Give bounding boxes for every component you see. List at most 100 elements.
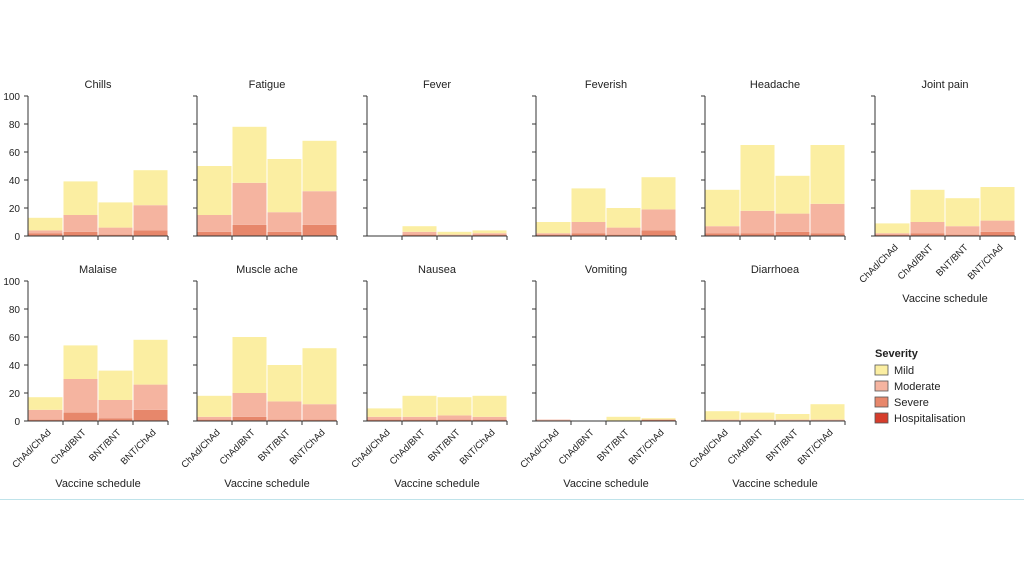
bar-muscle-ache-chad-chad-moderate: [197, 416, 232, 420]
bar-headache-chad-bnt-mild: [740, 145, 775, 211]
bar-nausea-bnt-chad-moderate: [472, 416, 507, 420]
x-axis-label-muscle-ache: Vaccine schedule: [224, 478, 309, 490]
panel-title-chills: Chills: [85, 79, 112, 91]
bar-fatigue-bnt-chad-severe: [302, 224, 337, 236]
bar-nausea-chad-bnt-severe: [402, 419, 437, 421]
bar-diarrhoea-bnt-bnt-mild: [775, 414, 810, 420]
x-tick-label-joint-pain-chad-bnt: ChAd/BNT: [896, 242, 936, 282]
legend-title: Severity: [875, 348, 919, 360]
bar-muscle-ache-chad-chad-severe: [197, 419, 232, 421]
y-tick-label-chills-40: 40: [9, 176, 21, 187]
legend-label-hospitalisation: Hospitalisation: [894, 413, 966, 425]
bar-fatigue-chad-chad-severe: [197, 231, 232, 236]
bar-feverish-bnt-bnt-mild: [606, 208, 641, 228]
bar-diarrhoea-bnt-bnt-moderate: [775, 419, 810, 421]
x-tick-label-malaise-chad-chad: ChAd/ChAd: [10, 427, 53, 470]
bar-muscle-ache-bnt-bnt-moderate: [267, 401, 302, 420]
bar-headache-chad-chad-severe: [705, 233, 740, 236]
bar-joint-pain-bnt-chad-mild: [980, 187, 1015, 221]
y-tick-label-chills-100: 100: [3, 92, 20, 103]
y-tick-label-malaise-0: 0: [14, 417, 20, 428]
panel-title-vomiting: Vomiting: [585, 264, 627, 276]
x-tick-label-diarrhoea-chad-chad: ChAd/ChAd: [687, 427, 730, 470]
bar-vomiting-chad-chad-moderate: [536, 419, 571, 421]
bar-joint-pain-chad-bnt-moderate: [910, 222, 945, 234]
x-tick-label-nausea-chad-bnt: ChAd/BNT: [388, 427, 428, 467]
bar-muscle-ache-chad-bnt-moderate: [232, 393, 267, 417]
panel-title-headache: Headache: [750, 79, 800, 91]
bar-chills-bnt-chad-moderate: [133, 205, 168, 231]
bar-fever-bnt-bnt-mild: [437, 231, 472, 235]
bar-fever-chad-bnt-moderate: [402, 231, 437, 235]
bar-feverish-bnt-chad-severe: [641, 230, 676, 236]
legend-label-moderate: Moderate: [894, 381, 940, 393]
x-axis-label-nausea: Vaccine schedule: [394, 478, 479, 490]
x-tick-label-nausea-bnt-chad: BNT/ChAd: [458, 427, 498, 467]
bar-feverish-chad-chad-mild: [536, 222, 571, 234]
bar-feverish-bnt-chad-moderate: [641, 209, 676, 231]
bar-headache-chad-bnt-severe: [740, 233, 775, 236]
bar-feverish-chad-bnt-mild: [571, 188, 606, 222]
bar-joint-pain-bnt-chad-severe: [980, 231, 1015, 236]
bar-chills-chad-bnt-severe: [63, 231, 98, 236]
bar-feverish-chad-chad-severe: [536, 234, 571, 236]
legend-label-mild: Mild: [894, 365, 914, 377]
x-tick-label-diarrhoea-bnt-chad: BNT/ChAd: [796, 427, 836, 467]
bottom-divider: [0, 499, 1024, 500]
bar-nausea-chad-chad-severe: [367, 419, 402, 421]
bar-malaise-chad-chad-severe: [28, 419, 63, 421]
bar-chills-bnt-chad-severe: [133, 230, 168, 236]
bar-headache-chad-bnt-moderate: [740, 210, 775, 234]
legend-swatch-severe: [874, 396, 889, 408]
bar-muscle-ache-bnt-bnt-severe: [267, 419, 302, 421]
bar-chills-chad-bnt-moderate: [63, 215, 98, 232]
x-tick-label-vomiting-bnt-chad: BNT/ChAd: [627, 427, 667, 467]
panel-title-diarrhoea: Diarrhoea: [751, 264, 800, 276]
x-axis-label-joint-pain: Vaccine schedule: [902, 293, 987, 305]
bar-fatigue-bnt-bnt-mild: [267, 159, 302, 213]
bar-muscle-ache-bnt-chad-mild: [302, 348, 337, 405]
x-tick-label-muscle-ache-chad-chad: ChAd/ChAd: [179, 427, 222, 470]
bar-chills-bnt-chad-mild: [133, 170, 168, 206]
bar-joint-pain-bnt-bnt-severe: [945, 234, 980, 236]
bar-diarrhoea-chad-chad-moderate: [705, 419, 740, 421]
bar-nausea-bnt-bnt-mild: [437, 397, 472, 416]
x-tick-label-muscle-ache-chad-bnt: ChAd/BNT: [218, 427, 258, 467]
panel-title-malaise: Malaise: [79, 264, 117, 276]
bar-headache-bnt-bnt-severe: [775, 231, 810, 236]
x-tick-label-joint-pain-bnt-bnt: BNT/BNT: [934, 242, 971, 279]
bar-nausea-chad-chad-moderate: [367, 416, 402, 420]
bar-nausea-bnt-bnt-moderate: [437, 415, 472, 420]
bar-vomiting-bnt-bnt-mild: [606, 416, 641, 421]
x-tick-label-muscle-ache-bnt-chad: BNT/ChAd: [288, 427, 328, 467]
bar-joint-pain-chad-bnt-mild: [910, 189, 945, 222]
x-tick-label-vomiting-bnt-bnt: BNT/BNT: [595, 427, 632, 464]
bar-headache-bnt-bnt-moderate: [775, 213, 810, 232]
bar-malaise-chad-bnt-mild: [63, 345, 98, 379]
bar-fever-bnt-chad-severe: [472, 234, 507, 236]
y-tick-label-malaise-40: 40: [9, 361, 21, 372]
panel-title-muscle-ache: Muscle ache: [236, 264, 298, 276]
x-tick-label-vomiting-chad-bnt: ChAd/BNT: [557, 427, 597, 467]
bar-headache-chad-chad-moderate: [705, 226, 740, 234]
bar-joint-pain-chad-chad-mild: [875, 223, 910, 234]
y-tick-label-malaise-20: 20: [9, 389, 21, 400]
bar-malaise-chad-bnt-severe: [63, 412, 98, 421]
panel-title-fatigue: Fatigue: [249, 79, 286, 91]
y-tick-label-chills-20: 20: [9, 204, 21, 215]
panel-title-joint-pain: Joint pain: [921, 79, 968, 91]
bar-fatigue-chad-bnt-moderate: [232, 182, 267, 225]
legend-swatch-mild: [874, 364, 889, 376]
panel-title-fever: Fever: [423, 79, 451, 91]
x-axis-label-diarrhoea: Vaccine schedule: [732, 478, 817, 490]
y-tick-label-chills-80: 80: [9, 120, 21, 131]
bar-nausea-bnt-chad-mild: [472, 395, 507, 417]
bar-muscle-ache-chad-chad-mild: [197, 395, 232, 417]
bar-feverish-bnt-bnt-moderate: [606, 227, 641, 235]
bar-fever-bnt-bnt-moderate: [437, 234, 472, 236]
bar-headache-bnt-chad-mild: [810, 145, 845, 204]
y-tick-label-malaise-60: 60: [9, 333, 21, 344]
bar-diarrhoea-chad-bnt-moderate: [740, 419, 775, 421]
bar-nausea-chad-bnt-moderate: [402, 416, 437, 420]
x-tick-label-malaise-chad-bnt: ChAd/BNT: [49, 427, 89, 467]
